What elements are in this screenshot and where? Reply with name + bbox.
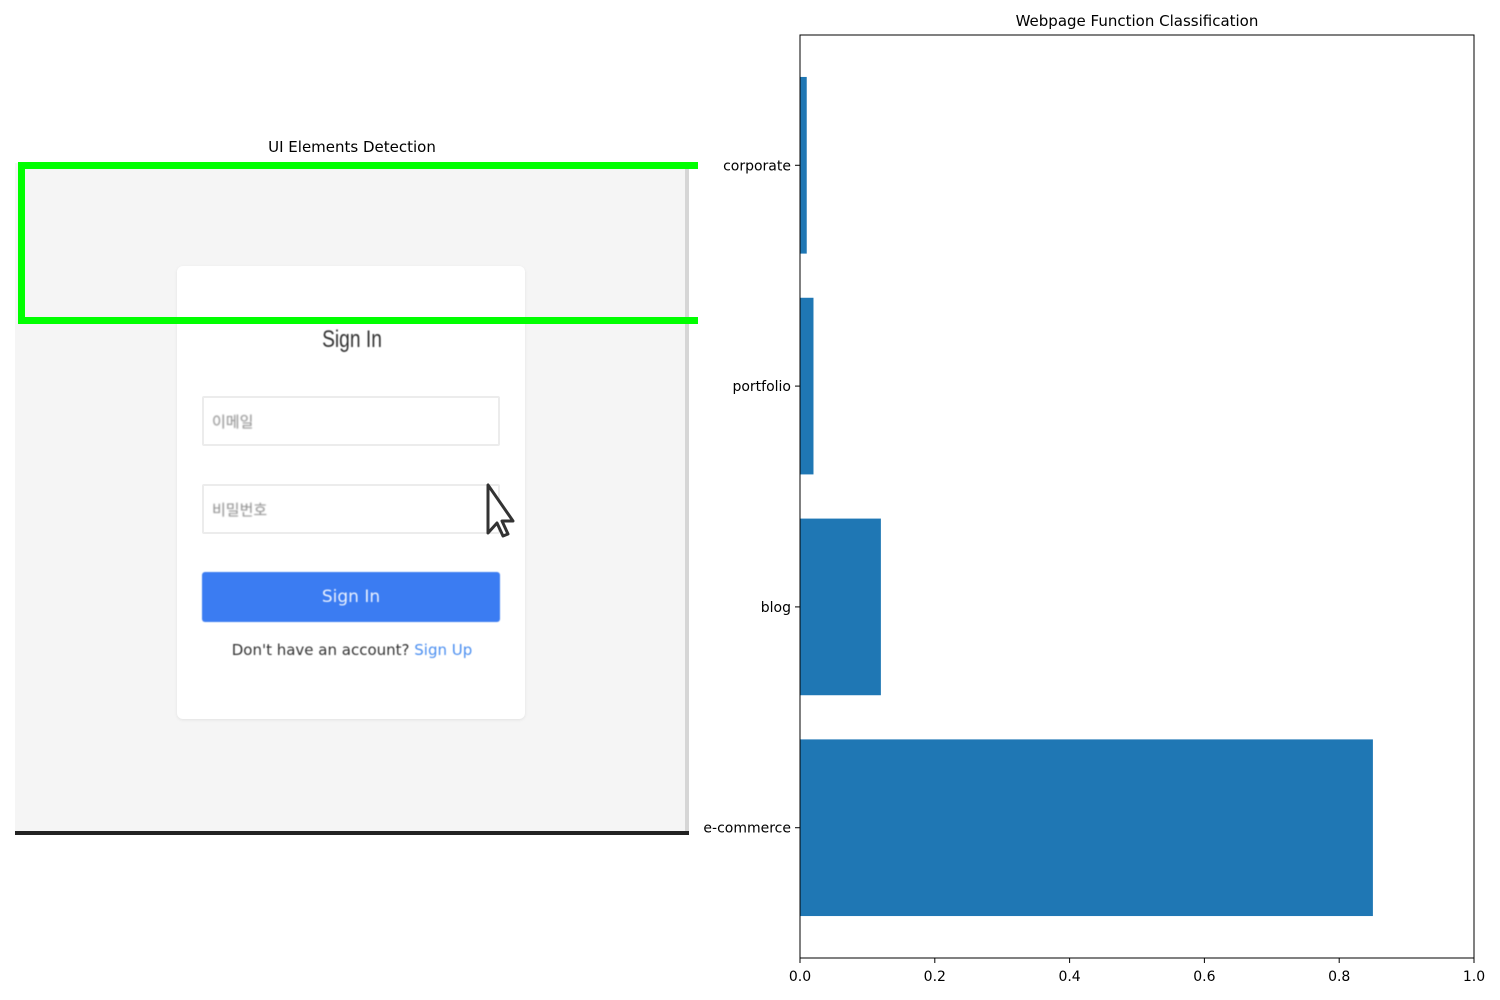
signup-link: Sign Up xyxy=(414,641,473,659)
screenshot-image: Sign In 이메일 비밀번호 Sign In Don't have an a… xyxy=(15,163,689,835)
signup-prompt: Don't have an account? xyxy=(231,641,410,659)
plot-frame xyxy=(799,34,1475,959)
username-placeholder: 이메일 xyxy=(212,413,254,431)
username-field: 이메일 xyxy=(202,396,500,446)
x-tick-label: 1.0 xyxy=(1463,969,1485,985)
x-tick-label: 0.6 xyxy=(1193,969,1215,985)
signin-heading: Sign In xyxy=(322,326,382,353)
mouse-cursor-icon xyxy=(486,483,515,538)
y-tick-label-corporate: corporate xyxy=(723,158,791,174)
chart-title: Webpage Function Classification xyxy=(1015,12,1259,30)
left-panel-title: UI Elements Detection xyxy=(268,138,436,156)
bar-portfolio xyxy=(800,297,814,475)
bar-blog xyxy=(800,518,881,696)
y-tick-label-portfolio: portfolio xyxy=(732,379,791,395)
y-tick-label-e-commerce: e-commerce xyxy=(703,821,791,837)
screenshot-right-edge xyxy=(685,163,689,835)
bar-e-commerce xyxy=(800,739,1373,917)
signup-prompt-line: Don't have an account? Sign Up xyxy=(15,641,689,659)
bar-corporate xyxy=(800,76,807,254)
x-tick-label: 0.2 xyxy=(924,969,946,985)
detection-bounding-box xyxy=(18,162,698,324)
password-field: 비밀번호 xyxy=(202,484,500,534)
signin-button: Sign In xyxy=(202,572,500,622)
screenshot-bottom-edge xyxy=(15,831,689,835)
x-tick-label: 0.4 xyxy=(1058,969,1080,985)
x-tick-label: 0.0 xyxy=(789,969,811,985)
y-tick-label-blog: blog xyxy=(761,600,791,616)
password-placeholder: 비밀번호 xyxy=(212,501,268,519)
x-tick-label: 0.8 xyxy=(1328,969,1350,985)
